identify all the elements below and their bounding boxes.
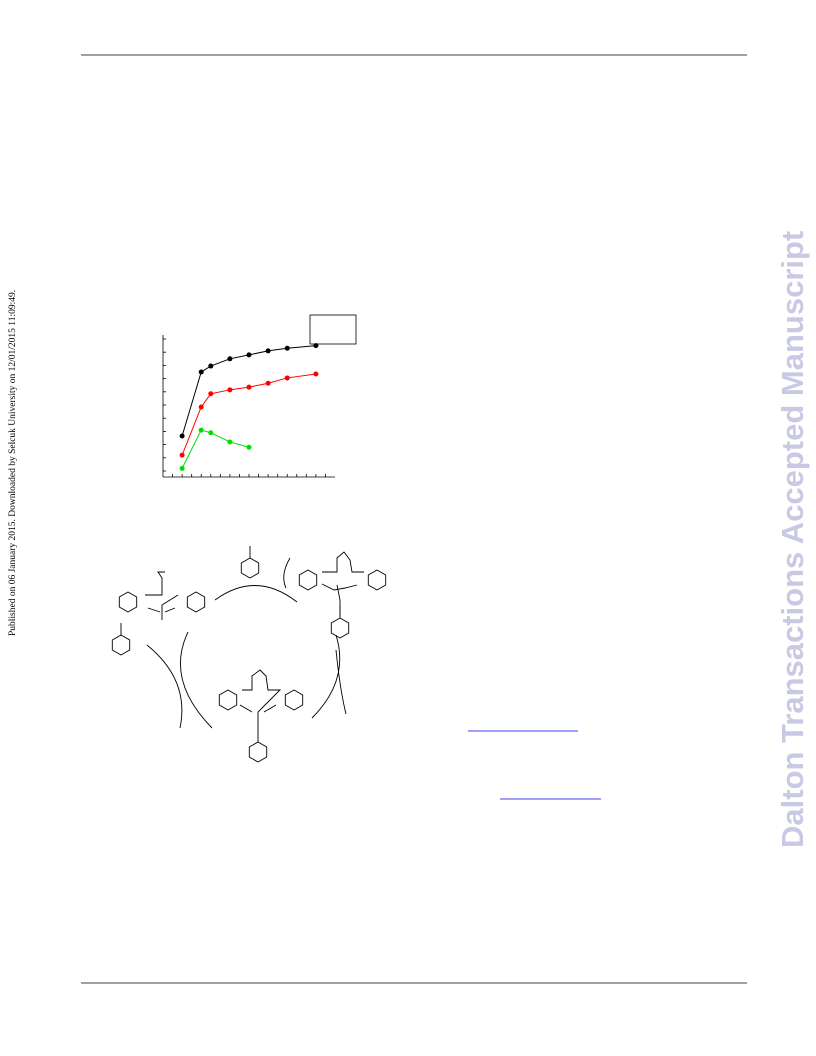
ring xyxy=(284,689,304,711)
data-point xyxy=(198,369,204,375)
arrow-arc xyxy=(214,585,298,603)
data-point xyxy=(208,430,214,436)
data-point xyxy=(179,433,185,439)
series-line xyxy=(181,373,316,456)
data-point xyxy=(284,345,290,351)
data-point xyxy=(313,371,319,377)
data-point xyxy=(179,452,185,458)
data-point xyxy=(246,444,252,450)
data-point xyxy=(227,439,233,445)
ligand-bonds xyxy=(239,669,282,730)
arrow-arc xyxy=(335,649,347,715)
ring xyxy=(111,634,131,656)
data-point xyxy=(198,404,204,410)
catalytic-cycle xyxy=(111,546,387,763)
data-point xyxy=(265,380,271,386)
arrow-arc xyxy=(180,631,213,729)
ring xyxy=(367,569,387,591)
data-point xyxy=(313,343,319,349)
arrow-arc xyxy=(311,634,341,719)
data-point xyxy=(246,352,252,358)
data-point xyxy=(208,363,214,369)
ligand-bonds xyxy=(321,551,364,615)
arrow-arc xyxy=(283,557,291,589)
data-point xyxy=(198,427,204,433)
ligand-bonds xyxy=(145,571,179,620)
ring xyxy=(118,591,138,613)
data-point xyxy=(265,348,271,354)
series-line xyxy=(181,345,316,437)
data-point xyxy=(227,356,233,362)
ring xyxy=(330,617,350,639)
ring xyxy=(240,557,260,579)
ring xyxy=(218,689,238,711)
series-line xyxy=(181,429,250,469)
data-point xyxy=(208,391,214,397)
arrow-arc xyxy=(146,644,183,729)
data-point xyxy=(246,384,252,390)
data-point xyxy=(227,387,233,393)
ring xyxy=(248,741,268,763)
ring xyxy=(186,591,206,613)
data-point xyxy=(284,375,290,381)
data-point xyxy=(179,465,185,471)
ring xyxy=(298,569,318,591)
legend-box xyxy=(309,314,357,345)
